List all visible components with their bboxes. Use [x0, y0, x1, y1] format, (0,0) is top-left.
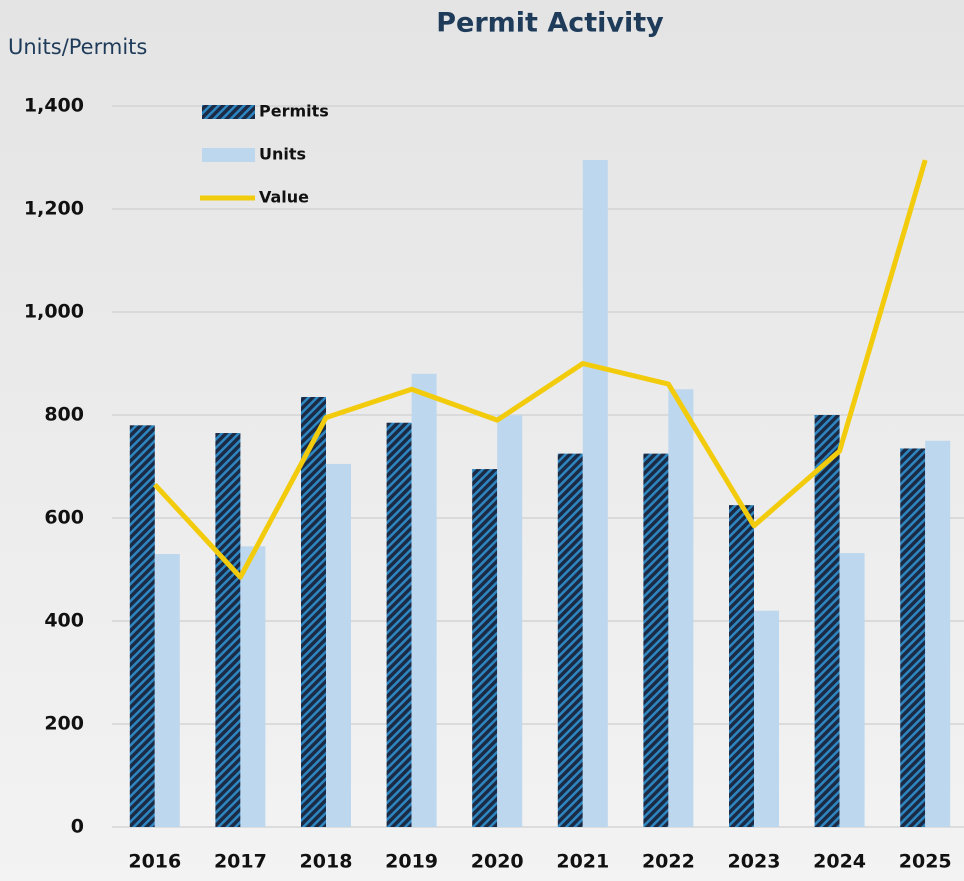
x-tick-label: 2022: [642, 851, 695, 873]
y-tick-label: 1,400: [24, 95, 84, 117]
legend-swatch: [202, 105, 255, 119]
line-series: [152, 159, 928, 580]
bar: [326, 463, 351, 827]
x-tick-label: 2021: [556, 851, 609, 873]
legend-label: Units: [259, 145, 306, 164]
y-tick-label: 1,000: [24, 301, 84, 323]
x-tick-label: 2016: [128, 851, 181, 873]
y-axis-label: Units/Permits: [8, 35, 147, 59]
x-tick-label: 2023: [728, 851, 781, 873]
y-tick-label: 800: [44, 404, 84, 426]
bar: [386, 422, 412, 827]
bar: [301, 396, 326, 827]
x-tick-label: 2018: [300, 851, 353, 873]
bar: [925, 440, 951, 827]
bar: [668, 389, 694, 827]
bar: [215, 433, 241, 827]
bar: [154, 554, 180, 827]
x-tick-label: 2025: [899, 851, 952, 873]
bar: [411, 373, 437, 827]
bar: [557, 453, 583, 827]
chart-title: Permit Activity: [436, 8, 664, 39]
bar: [497, 415, 523, 827]
legend-label: Permits: [259, 102, 329, 121]
legend-label: Value: [259, 188, 309, 207]
bar: [472, 469, 498, 827]
bar: [839, 553, 865, 827]
bar: [754, 610, 779, 827]
legend-swatch: [202, 148, 255, 162]
x-tick-label: 2019: [385, 851, 438, 873]
y-tick-label: 0: [71, 816, 84, 838]
y-tick-label: 1,200: [24, 198, 84, 220]
bar: [729, 505, 754, 827]
y-tick-label: 200: [44, 713, 84, 735]
x-tick-label: 2024: [813, 851, 866, 873]
bar: [240, 546, 266, 827]
bar: [129, 425, 155, 827]
bar: [900, 448, 926, 827]
x-tick-label: 2020: [471, 851, 524, 873]
y-tick-label: 600: [44, 507, 84, 529]
y-tick-label: 400: [44, 610, 84, 632]
bar: [582, 160, 608, 827]
bar: [814, 415, 840, 827]
bar: [643, 453, 669, 827]
x-tick-label: 2017: [214, 851, 267, 873]
